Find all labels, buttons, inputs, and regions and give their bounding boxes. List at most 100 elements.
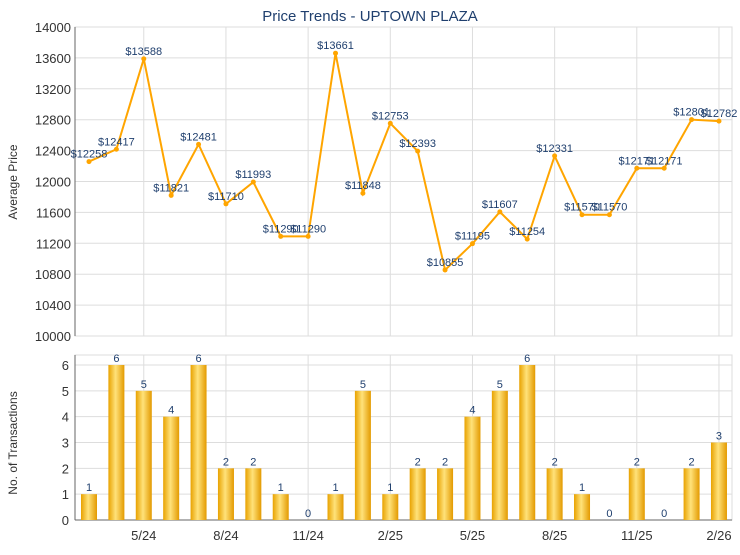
price-point	[113, 146, 119, 152]
transaction-bar	[519, 365, 536, 520]
transaction-bar	[546, 468, 563, 520]
transaction-data-label: 5	[360, 379, 366, 391]
transaction-data-label: 4	[469, 405, 475, 417]
price-line	[88, 52, 720, 272]
price-point	[305, 233, 311, 239]
price-y-tick-label: 11200	[36, 236, 71, 251]
price-data-label: $12753	[372, 110, 409, 122]
price-data-label: $12782	[701, 108, 738, 120]
x-tick-label: 5/25	[460, 528, 485, 543]
transaction-data-label: 1	[332, 482, 338, 494]
price-point	[634, 165, 640, 171]
transaction-bar	[81, 494, 97, 520]
price-y-tick-label: 11600	[36, 205, 71, 220]
price-data-label: $11607	[482, 199, 518, 211]
price-point	[278, 233, 284, 239]
transaction-data-label: 2	[689, 456, 695, 468]
transactions-y-tick-label: 1	[62, 487, 69, 502]
transaction-data-label: 1	[579, 482, 585, 494]
transaction-bar	[108, 365, 125, 520]
price-point	[579, 212, 585, 218]
price-y-axis-label: Average Price	[6, 144, 20, 219]
transactions-y-tick-label: 4	[62, 410, 69, 425]
x-tick-label: 11/25	[621, 528, 653, 543]
price-y-tick-label: 10400	[35, 298, 71, 313]
price-data-label: $10855	[427, 257, 464, 269]
price-point	[86, 159, 92, 165]
transaction-data-label: 6	[195, 353, 201, 365]
price-point	[168, 192, 174, 198]
x-tick-label: 8/25	[542, 528, 567, 543]
transaction-data-label: 2	[415, 456, 421, 468]
price-point	[716, 118, 722, 124]
price-point	[469, 241, 475, 247]
price-y-tick-label: 10000	[35, 329, 71, 344]
x-tick-label: 5/24	[131, 528, 156, 543]
transaction-data-label: 5	[141, 379, 147, 391]
price-point	[442, 267, 448, 273]
price-data-label: $12417	[98, 136, 135, 148]
transaction-bar	[272, 494, 289, 520]
transaction-data-label: 1	[387, 482, 393, 494]
transaction-bar	[354, 390, 371, 520]
transaction-data-label: 5	[497, 379, 503, 391]
x-tick-label: 11/24	[292, 528, 324, 543]
transaction-bar	[437, 468, 454, 520]
price-point	[250, 179, 256, 185]
price-y-tick-label: 13200	[35, 82, 71, 97]
transactions-y-tick-label: 5	[62, 384, 69, 399]
price-y-tick-label: 10800	[35, 267, 71, 282]
price-y-tick-label: 13600	[35, 51, 71, 66]
transaction-bar	[327, 494, 344, 520]
transaction-data-label: 2	[552, 456, 558, 468]
price-point	[223, 201, 229, 207]
price-data-label: $13588	[125, 46, 162, 58]
transaction-bar	[409, 468, 426, 520]
price-point	[141, 56, 147, 62]
x-tick-label: 2/26	[706, 528, 731, 543]
transaction-data-label: 2	[250, 456, 256, 468]
price-data-label: $11570	[564, 202, 600, 214]
price-y-tick-label: 12800	[35, 113, 71, 128]
transactions-y-tick-label: 2	[62, 461, 69, 476]
transaction-bar	[628, 468, 645, 520]
price-data-label: $12171	[646, 155, 683, 167]
transaction-bar	[491, 390, 508, 520]
price-data-label: $11710	[208, 191, 244, 203]
price-data-label: $11195	[455, 231, 490, 243]
price-data-label: $11290	[263, 223, 299, 235]
price-point	[689, 117, 695, 123]
transaction-data-label: 2	[223, 456, 229, 468]
transaction-data-label: 2	[442, 456, 448, 468]
transaction-data-label: 0	[606, 508, 612, 520]
price-point	[360, 190, 366, 196]
transactions-y-tick-label: 3	[62, 436, 69, 451]
x-tick-label: 2/25	[378, 528, 403, 543]
price-data-label: $12171	[618, 155, 655, 167]
chart-title: Price Trends - UPTOWN PLAZA	[262, 8, 478, 25]
price-data-label: $11570	[591, 202, 627, 214]
transaction-data-label: 1	[278, 482, 284, 494]
transaction-data-label: 1	[86, 482, 92, 494]
price-point	[497, 209, 503, 215]
price-data-label: $11254	[509, 226, 545, 238]
price-point	[196, 141, 202, 147]
price-data-label: $11993	[235, 169, 271, 181]
transaction-data-label: 2	[634, 456, 640, 468]
price-data-label: $12393	[399, 138, 436, 150]
price-point	[387, 120, 393, 126]
transaction-bar	[217, 468, 234, 520]
price-point	[524, 236, 530, 242]
transaction-bar	[683, 468, 700, 520]
price-y-tick-label: 12400	[35, 144, 71, 159]
price-point	[415, 148, 421, 154]
price-data-label: $12801	[673, 107, 710, 119]
transaction-bar	[135, 390, 152, 520]
transaction-bar	[163, 416, 180, 520]
transaction-bar	[574, 494, 591, 520]
price-y-tick-label: 14000	[35, 20, 71, 35]
transaction-bar	[245, 468, 262, 520]
transaction-bar	[464, 416, 481, 520]
